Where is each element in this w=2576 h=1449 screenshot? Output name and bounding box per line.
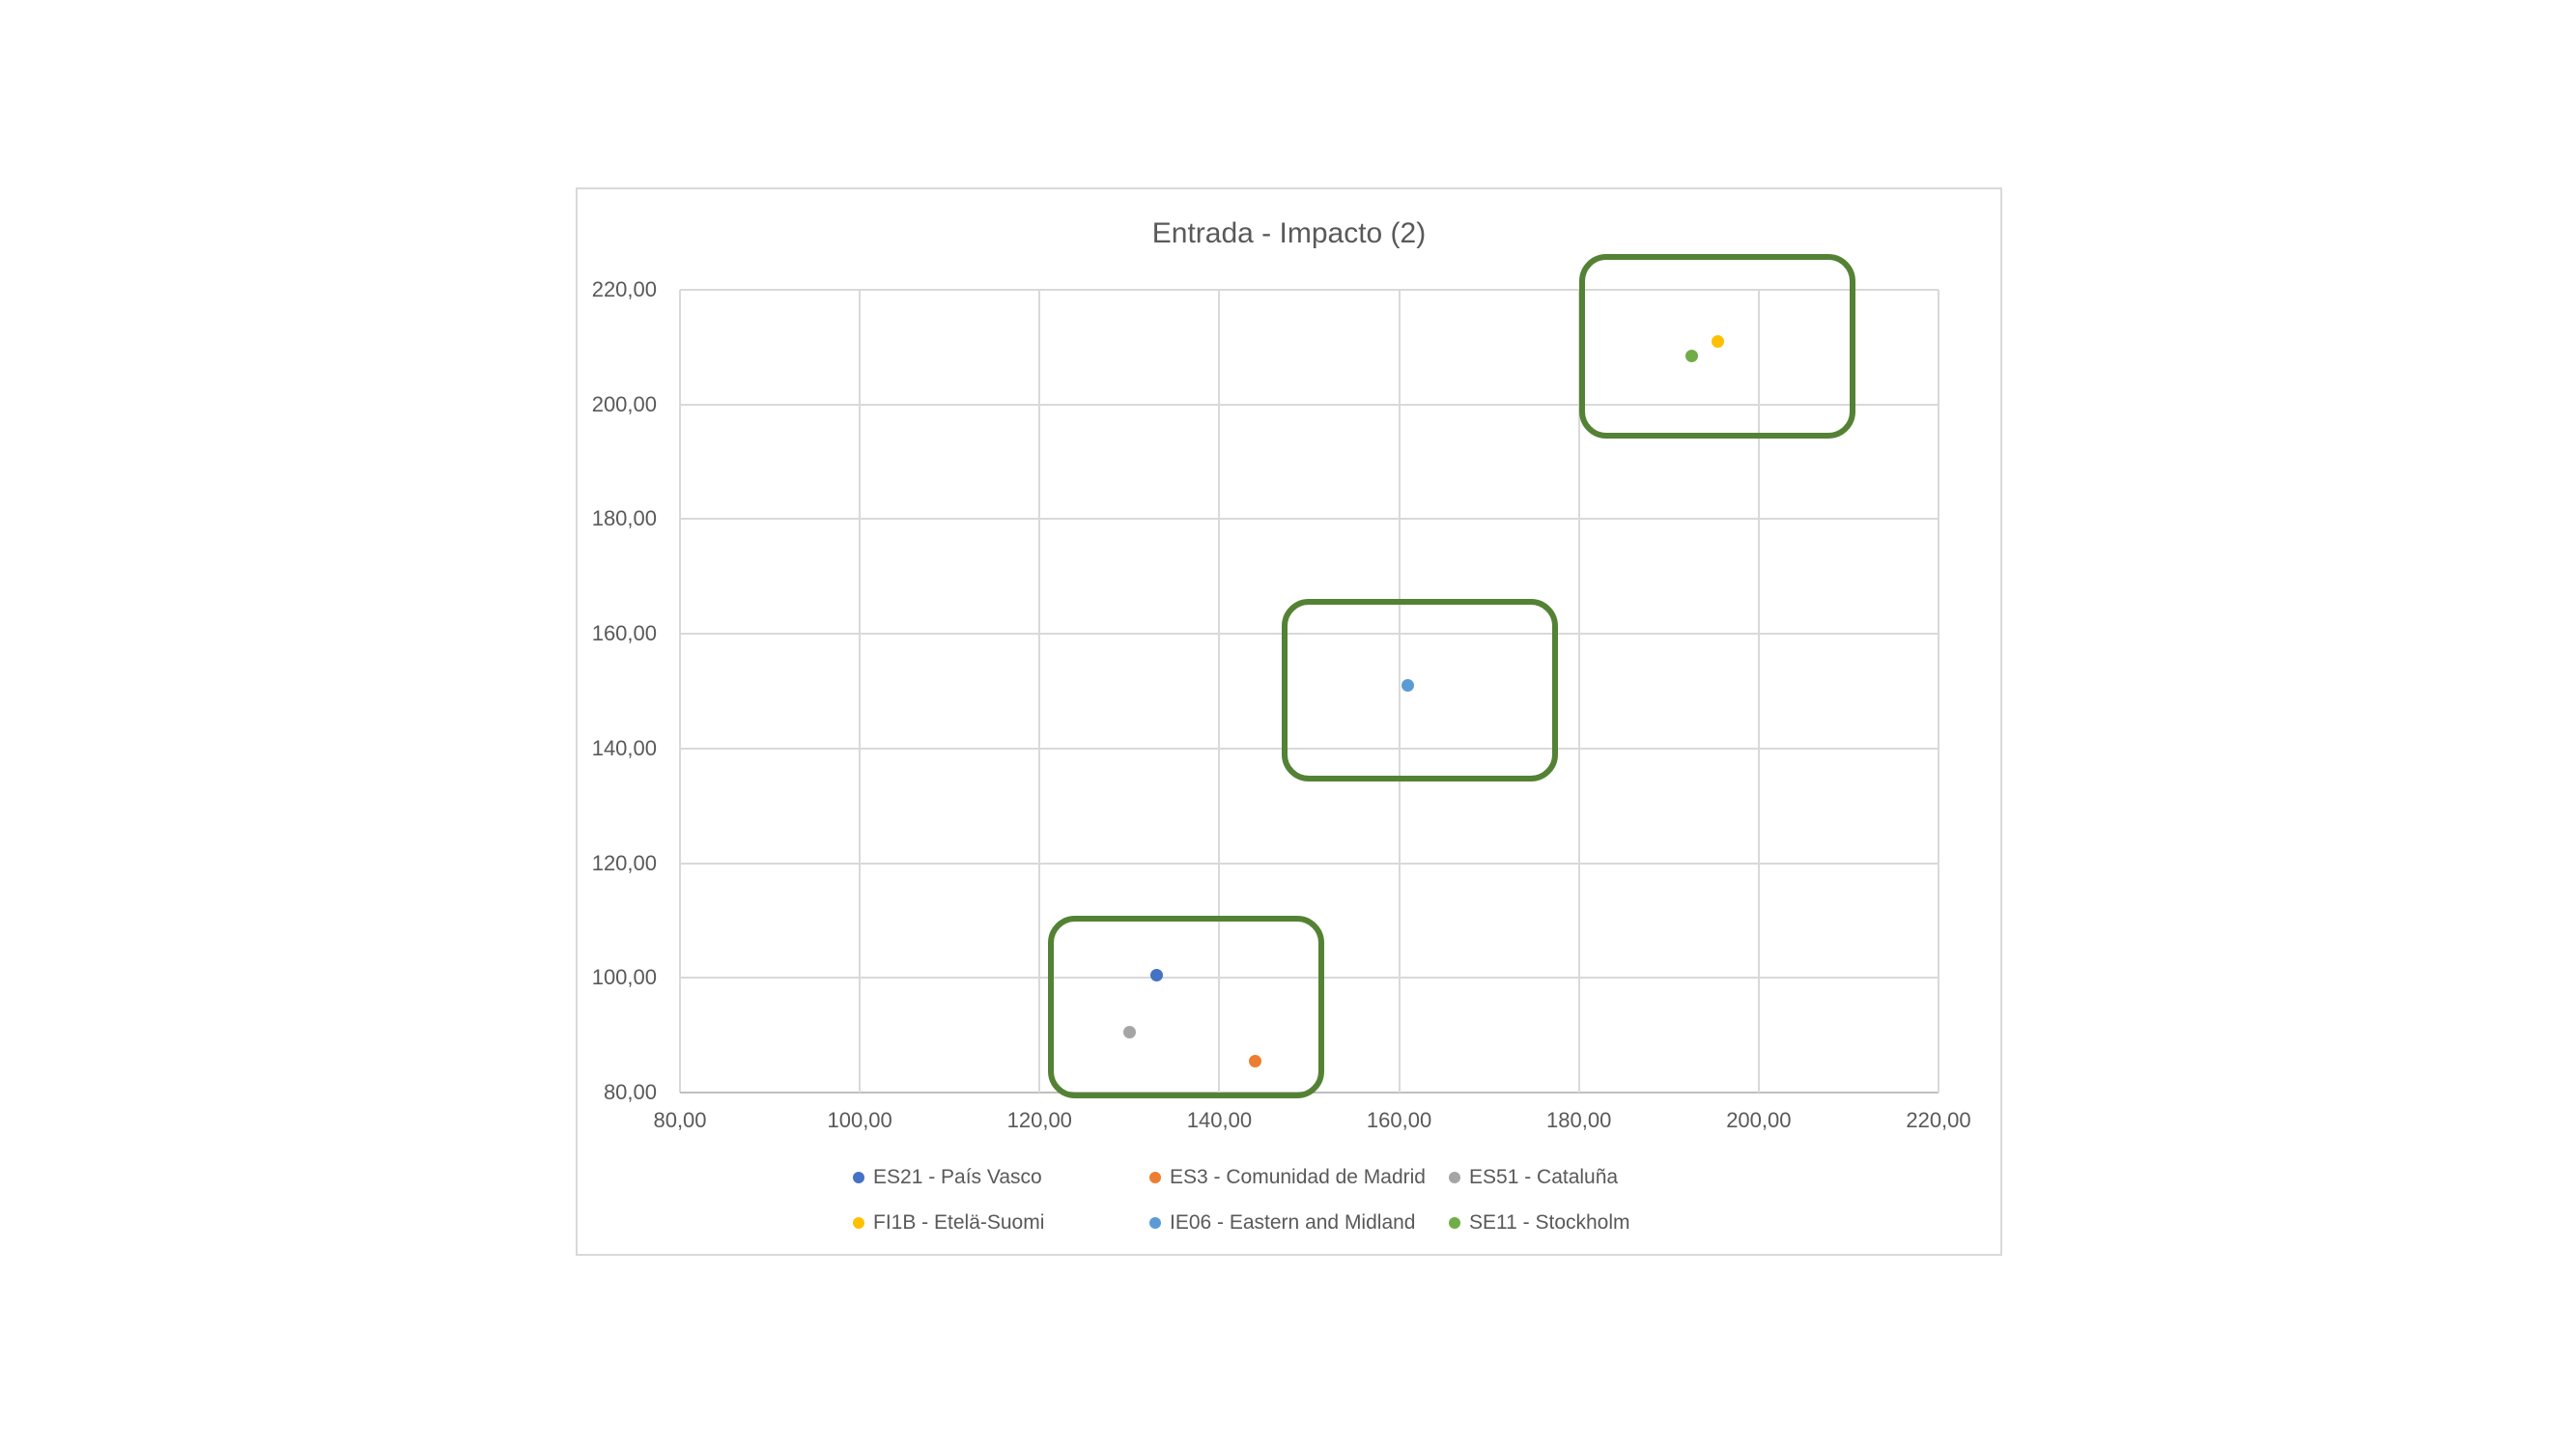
legend-marker-icon bbox=[1149, 1172, 1161, 1183]
data-point-es51[interactable] bbox=[1122, 1026, 1136, 1039]
vertical-gridline bbox=[1577, 290, 1580, 1093]
data-point-es3[interactable] bbox=[1249, 1054, 1262, 1067]
x-tick-label: 100,00 bbox=[827, 1108, 892, 1132]
annotation-box[interactable] bbox=[1282, 598, 1558, 781]
horizontal-gridline bbox=[680, 518, 1939, 521]
legend-label: ES3 - Comunidad de Madrid bbox=[1170, 1166, 1426, 1188]
vertical-gridline bbox=[1038, 290, 1041, 1093]
legend-item[interactable]: SE11 - Stockholm bbox=[1449, 1209, 1630, 1236]
x-tick-label: 180,00 bbox=[1546, 1108, 1612, 1132]
legend-marker-icon bbox=[1449, 1172, 1460, 1183]
legend-marker-icon bbox=[1449, 1217, 1460, 1229]
vertical-gridline bbox=[1218, 290, 1221, 1093]
legend-item[interactable]: IE06 - Eastern and Midland bbox=[1149, 1209, 1415, 1236]
horizontal-gridline bbox=[680, 403, 1939, 406]
y-tick-label: 120,00 bbox=[591, 850, 657, 875]
data-point-es21[interactable] bbox=[1149, 968, 1163, 981]
vertical-gridline bbox=[1757, 290, 1760, 1093]
legend-item[interactable]: ES51 - Cataluña bbox=[1449, 1164, 1618, 1191]
legend-item[interactable]: ES3 - Comunidad de Madrid bbox=[1149, 1164, 1426, 1191]
x-tick-label: 220,00 bbox=[1906, 1108, 1971, 1132]
y-tick-label: 140,00 bbox=[591, 735, 657, 760]
chart-frame[interactable]: Entrada - Impacto (2) 80,00 80,00 100,00 10… bbox=[576, 187, 2002, 1256]
legend-label: IE06 - Eastern and Midland bbox=[1170, 1211, 1416, 1234]
y-tick-label: 220,00 bbox=[591, 277, 657, 301]
x-tick-label: 200,00 bbox=[1726, 1108, 1792, 1132]
horizontal-gridline bbox=[680, 977, 1939, 980]
legend-marker-icon bbox=[853, 1172, 864, 1183]
x-tick-label: 140,00 bbox=[1186, 1108, 1253, 1132]
x-tick-label: 80,00 bbox=[653, 1108, 707, 1132]
y-tick-label: 80,00 bbox=[603, 1080, 657, 1104]
vertical-gridline bbox=[679, 290, 681, 1093]
y-tick-label: 160,00 bbox=[591, 621, 657, 646]
legend-label: SE11 - Stockholm bbox=[1469, 1211, 1630, 1234]
legend-marker-icon bbox=[1149, 1217, 1161, 1229]
y-tick-label: 100,00 bbox=[591, 965, 657, 990]
legend-item[interactable]: ES21 - País Vasco bbox=[853, 1164, 1042, 1191]
horizontal-gridline bbox=[680, 862, 1939, 865]
legend-item[interactable]: FI1B - Etelä-Suomi bbox=[853, 1209, 1044, 1236]
vertical-gridline bbox=[1938, 290, 1939, 1093]
annotation-box[interactable] bbox=[1578, 253, 1855, 440]
y-tick-label: 200,00 bbox=[591, 391, 657, 416]
horizontal-gridline bbox=[680, 289, 1939, 291]
legend-marker-icon bbox=[853, 1217, 864, 1229]
x-tick-label: 160,00 bbox=[1366, 1108, 1432, 1132]
horizontal-gridline bbox=[680, 633, 1939, 636]
legend-label: ES51 - Cataluña bbox=[1469, 1166, 1619, 1188]
horizontal-gridline bbox=[680, 747, 1939, 750]
y-tick-label: 180,00 bbox=[591, 506, 657, 531]
annotation-box[interactable] bbox=[1048, 916, 1324, 1098]
vertical-gridline bbox=[1398, 290, 1401, 1093]
data-point-se11[interactable] bbox=[1684, 349, 1698, 362]
vertical-gridline bbox=[859, 290, 862, 1093]
x-tick-label: 120,00 bbox=[1006, 1108, 1072, 1132]
data-point-fi1b[interactable] bbox=[1712, 334, 1725, 348]
legend-label: ES21 - País Vasco bbox=[873, 1166, 1042, 1188]
chart-title: Entrada - Impacto (2) bbox=[1151, 217, 1427, 249]
data-point-ie06[interactable] bbox=[1401, 679, 1415, 693]
legend-label: FI1B - Etelä-Suomi bbox=[873, 1211, 1045, 1234]
